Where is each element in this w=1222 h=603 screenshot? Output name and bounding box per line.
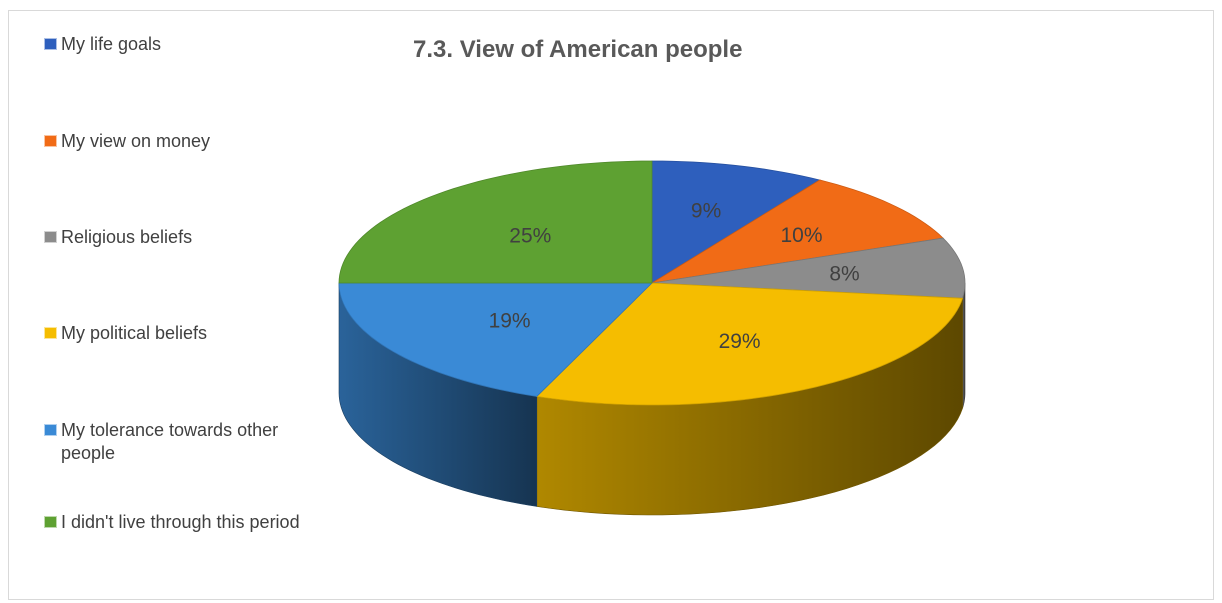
legend-item: My tolerance towards other people xyxy=(44,419,334,465)
chart-title: 7.3. View of American people xyxy=(413,36,743,63)
pie-slice xyxy=(535,282,964,406)
legend-item: Religious beliefs xyxy=(44,226,192,249)
pie-slice xyxy=(651,160,821,284)
pie-slice xyxy=(338,282,653,397)
data-label: 9% xyxy=(691,199,721,222)
legend-label: My political beliefs xyxy=(61,323,208,343)
legend-label: I didn't live through this period xyxy=(61,512,300,532)
data-label: 8% xyxy=(829,263,859,286)
legend-item: I didn't live through this period xyxy=(44,511,300,534)
legend-item: My political beliefs xyxy=(44,322,207,345)
legend-swatch xyxy=(44,231,57,243)
data-label: 25% xyxy=(509,225,551,248)
legend-swatch xyxy=(44,38,57,50)
pie-side-wall xyxy=(962,283,966,409)
legend-swatch xyxy=(44,516,57,528)
data-label: 19% xyxy=(489,310,531,333)
pie-slice xyxy=(338,160,653,284)
legend-label: My life goals xyxy=(61,34,162,54)
legend-swatch xyxy=(44,424,57,436)
legend-swatch xyxy=(44,327,57,339)
legend-label: Religious beliefs xyxy=(61,227,193,247)
legend-item: My view on money xyxy=(44,130,210,153)
pie-slice xyxy=(651,237,966,299)
data-label: 29% xyxy=(719,330,761,353)
legend-swatch xyxy=(44,135,57,147)
data-label: 10% xyxy=(780,224,822,247)
legend-item: My life goals xyxy=(44,33,161,56)
legend-label: My view on money xyxy=(61,131,211,151)
pie-slice xyxy=(651,179,944,284)
chart-legend: My life goals My view on money Religious b… xyxy=(44,33,364,563)
legend-label: My tolerance towards other people xyxy=(61,420,279,463)
